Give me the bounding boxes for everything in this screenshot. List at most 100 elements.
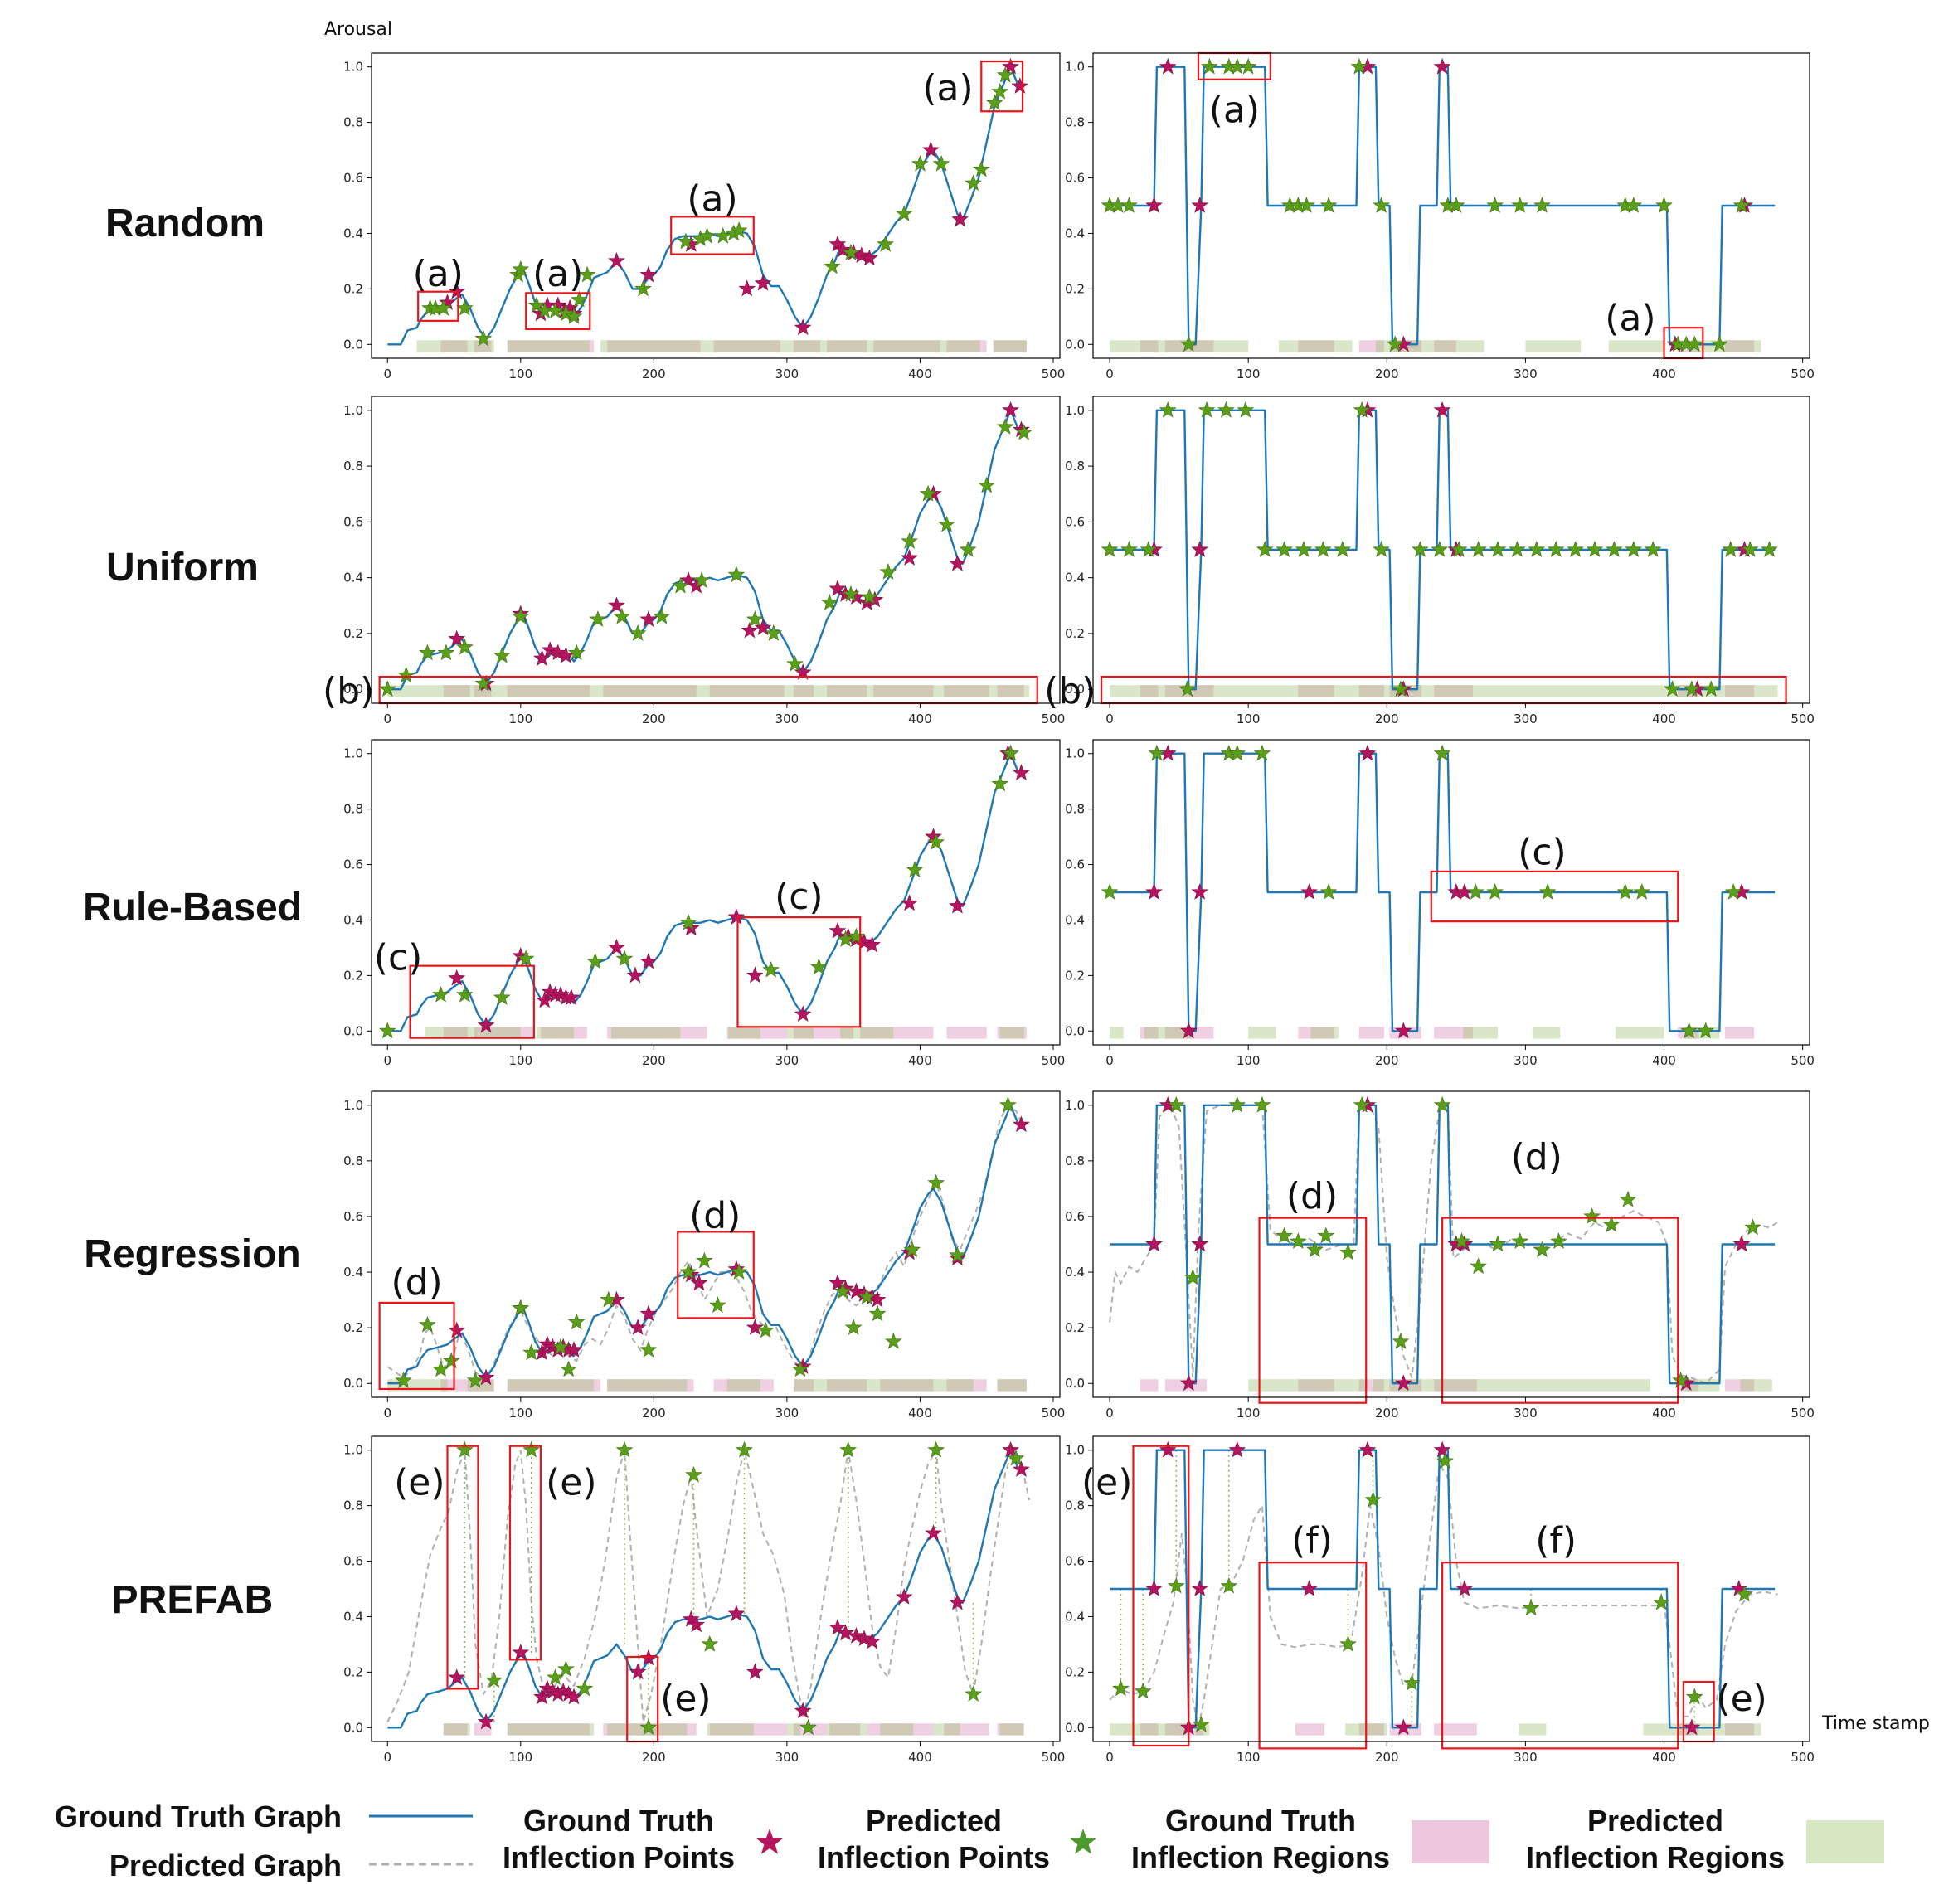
row-label-random: Random: [105, 202, 265, 245]
pred-inflection-point: [613, 607, 631, 624]
y-tick-label: 0.2: [1065, 1320, 1085, 1335]
pred-inflection-point: [868, 1304, 887, 1322]
gt-inflection-point: [855, 1630, 873, 1646]
gt-inflection-region: [793, 1379, 814, 1392]
gt-inflection-point: [1013, 1115, 1030, 1132]
gt-inflection-region: [997, 1027, 1027, 1039]
panel-random-left: (a) (a) (a) (a) 0 100 200 300 400 500 0.0 0.2 0.4 0.6…: [343, 52, 1065, 381]
pred-inflection-point: [824, 257, 841, 274]
pred-inflection-point: [756, 1321, 775, 1338]
legend-pred-graph-label: Predicted Graph: [109, 1848, 342, 1882]
pred-inflection-point: [877, 235, 895, 252]
highlight-box: [417, 290, 459, 322]
axes-frame: [371, 396, 1061, 704]
y-tick-label: 0.2: [343, 281, 363, 296]
pred-inflection-region: [507, 340, 590, 352]
y-tick-label: 0.4: [1065, 1609, 1085, 1624]
gt-inflection-point: [1433, 1440, 1451, 1458]
pred-inflection-point: [1256, 541, 1274, 557]
gt-inflection-region: [829, 1723, 861, 1736]
pred-inflection-point: [1680, 1022, 1698, 1039]
pred-inflection-point: [685, 1465, 702, 1483]
pred-inflection-point: [1711, 335, 1728, 352]
pred-inflection-region: [840, 1027, 894, 1039]
gt-inflection-region: [540, 1027, 588, 1039]
pred-inflection-point: [466, 1372, 484, 1388]
pred-inflection-point: [1619, 1190, 1637, 1207]
pred-inflection-region: [1525, 340, 1582, 352]
pred-inflection-region: [707, 1723, 754, 1736]
pred-inflection-point: [512, 1299, 530, 1316]
highlight-box: [378, 1301, 455, 1391]
x-tick-label: 500: [1042, 1406, 1066, 1421]
gt-inflection-point: [688, 1615, 706, 1633]
pred-inflection-point: [1616, 883, 1635, 900]
pred-inflection-point: [560, 1360, 577, 1377]
gt-inflection-point: [533, 1688, 551, 1705]
pred-inflection-region: [416, 340, 494, 352]
pred-inflection-point: [991, 82, 1009, 100]
gt-inflection-point: [1191, 541, 1209, 557]
gt-inflection-point: [639, 1304, 658, 1322]
ground-truth-graph-line: [387, 409, 1020, 691]
y-tick-label: 0.2: [343, 1664, 363, 1679]
pred-inflection-point: [1179, 335, 1198, 352]
pred-inflection-point: [727, 566, 746, 583]
pred-inflection-region: [1532, 1027, 1561, 1039]
y-tick-label: 1.0: [343, 60, 363, 75]
y-tick-label: 0.0: [343, 1376, 363, 1391]
pred-inflection-point: [1697, 1022, 1715, 1039]
gt-inflection-region: [1725, 340, 1755, 352]
gt-inflection-point: [829, 1618, 847, 1635]
legend-gt-points-label-1: Ground Truth: [523, 1804, 714, 1838]
pred-inflection-point: [576, 1679, 594, 1697]
pred-inflection-point: [1237, 401, 1255, 418]
pred-inflection-point: [1533, 197, 1551, 213]
pred-inflection-point: [1583, 1207, 1601, 1224]
annotation-label: (b): [323, 670, 374, 712]
gt-inflection-region: [827, 685, 867, 697]
pred-inflection-point: [437, 644, 455, 661]
pred-inflection-region: [726, 1379, 760, 1392]
pred-inflection-point: [1470, 1257, 1487, 1275]
pred-inflection-point: [1533, 1241, 1551, 1257]
pred-inflection-point: [1489, 541, 1507, 557]
pred-inflection-point: [985, 94, 1003, 110]
pred-inflection-point: [547, 1668, 564, 1685]
gt-inflection-point: [608, 939, 625, 955]
pred-inflection-point: [1547, 541, 1565, 557]
predicted-graph-line: [386, 1104, 1025, 1379]
gt-inflection-region: [873, 685, 934, 697]
axes-frame: [371, 1435, 1061, 1742]
pred-inflection-point: [1672, 1372, 1689, 1388]
axes-frame: [371, 1090, 1061, 1398]
pred-inflection-point: [799, 1718, 817, 1736]
pred-inflection-point: [456, 1440, 474, 1458]
pred-inflection-point: [1276, 541, 1293, 557]
gt-inflection-point: [448, 1668, 466, 1685]
legend-pred-points-label-2: Inflection Points: [818, 1840, 1050, 1874]
panel-regression-left: (d) (d) 0 100 200 300 400 500 0.0 0.2 0.4 0.6 0.8 1.0: [343, 1090, 1066, 1421]
panel-regression-right: (d) (d) 0 100 200 300 400 500 0.0 0.2 0.4 0.6 0.8 1.0: [1065, 1090, 1815, 1421]
gt-inflection-point: [1358, 1440, 1377, 1458]
legend-gt-regions-label-2: Inflection Regions: [1131, 1840, 1390, 1874]
highlight-box: [1430, 870, 1679, 923]
gt-inflection-region: [867, 1723, 934, 1736]
pred-inflection-point: [906, 861, 924, 877]
x-tick-label: 400: [1652, 1053, 1676, 1068]
pred-inflection-point: [1761, 541, 1778, 557]
gt-inflection-point: [727, 1605, 746, 1621]
row-labels: Random Uniform Rule-Based Regression PRE…: [83, 202, 302, 1622]
pred-inflection-region: [1248, 1027, 1276, 1039]
pred-inflection-point: [1334, 541, 1352, 557]
x-tick-label: 300: [775, 367, 799, 381]
pred-inflection-point: [1664, 680, 1681, 697]
gt-inflection-point: [1191, 197, 1209, 213]
annotation-label: (a): [922, 67, 973, 109]
gt-inflection-region: [443, 1723, 468, 1736]
legend-gt-star-shape: [756, 1829, 784, 1854]
pred-inflection-point: [1644, 541, 1662, 557]
pred-inflection-point: [1436, 1452, 1454, 1469]
gt-inflection-region: [997, 1379, 1027, 1392]
gt-inflection-region: [507, 340, 595, 352]
